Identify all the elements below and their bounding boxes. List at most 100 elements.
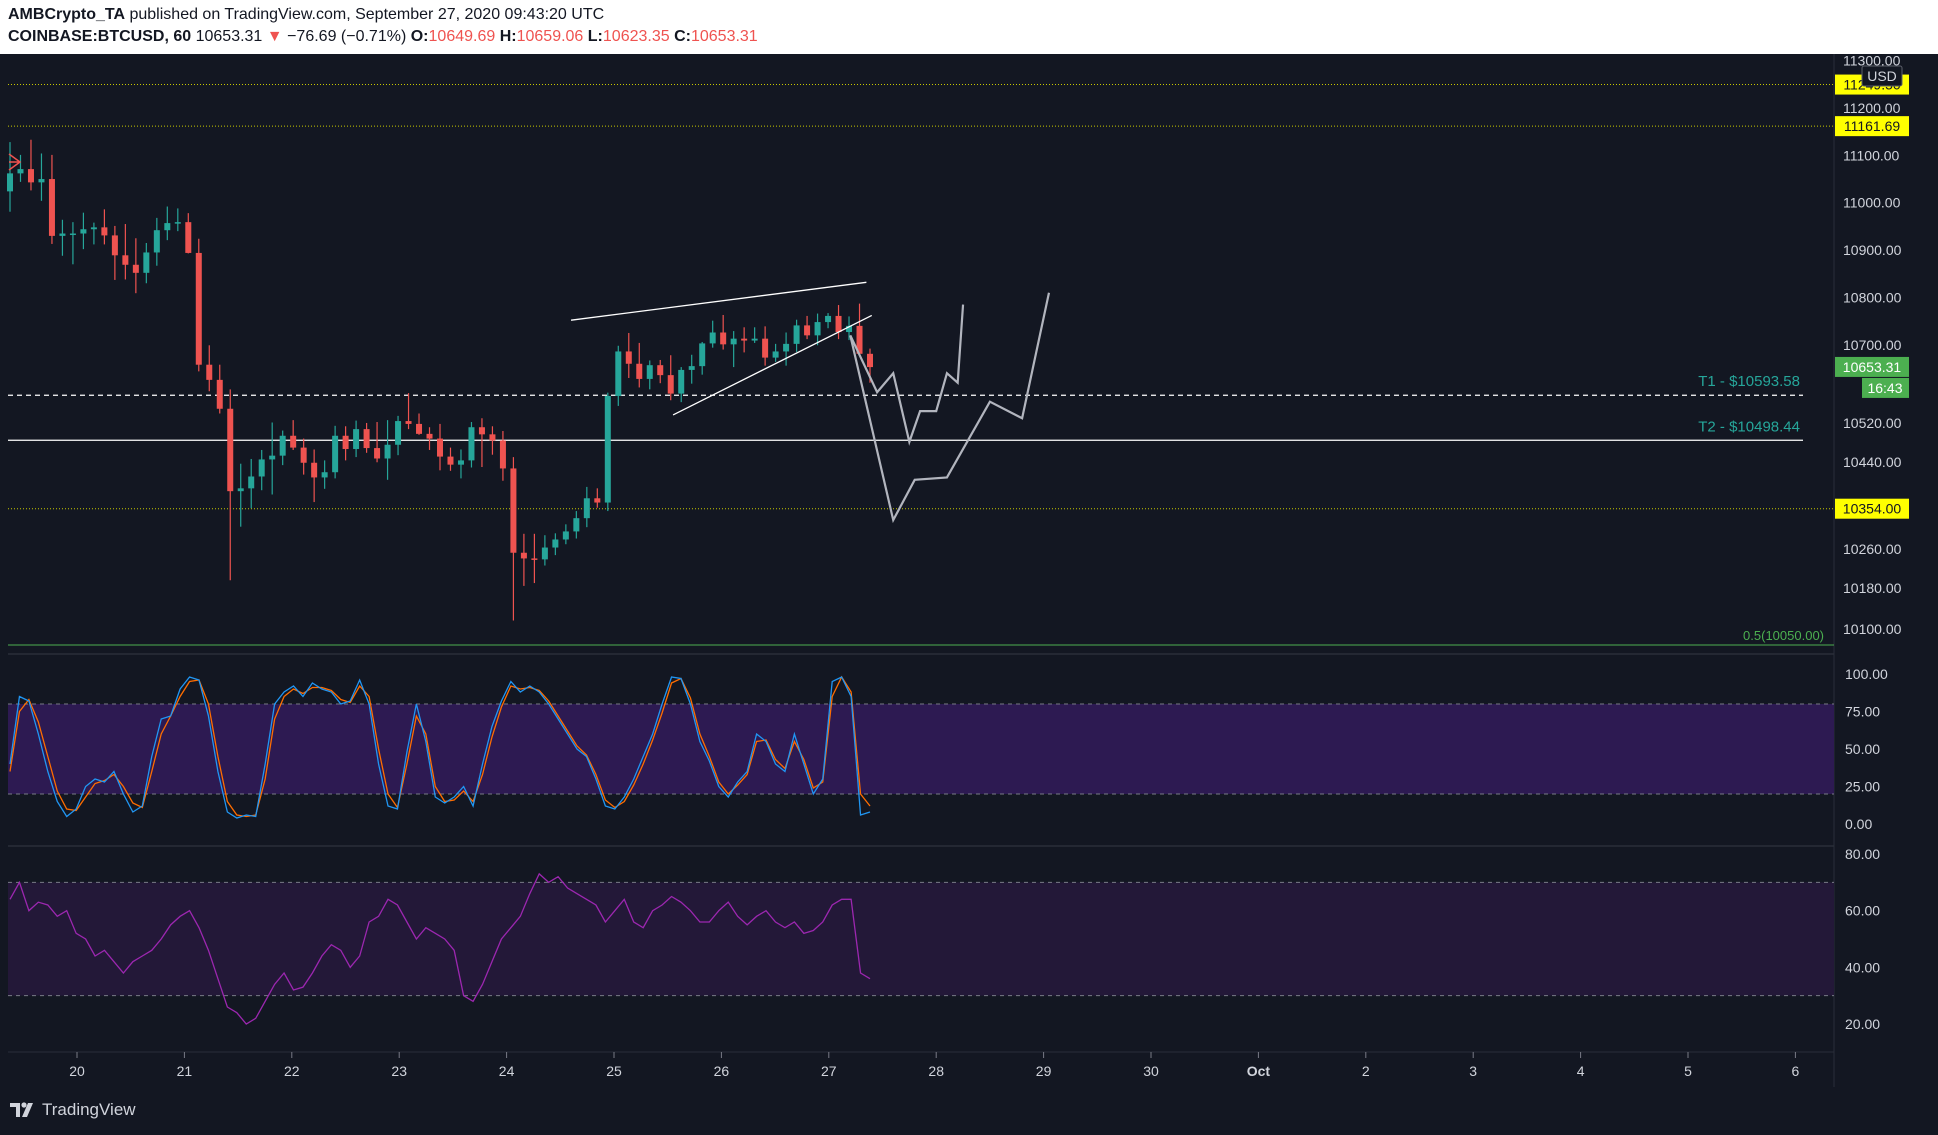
candle-body bbox=[195, 252, 202, 365]
candle-body bbox=[510, 468, 517, 553]
stoch-k-line bbox=[9, 676, 871, 819]
candle-body bbox=[814, 322, 821, 336]
time-tick-label: 22 bbox=[284, 1063, 300, 1079]
candle-body bbox=[206, 364, 213, 380]
candle-body bbox=[437, 438, 443, 457]
candle-body bbox=[416, 423, 423, 434]
price-tick: 10520.00 bbox=[1843, 415, 1902, 431]
candle-body bbox=[772, 351, 779, 358]
candle-body bbox=[7, 173, 13, 192]
wedge-trendline bbox=[672, 314, 873, 416]
candle-body bbox=[48, 179, 55, 236]
candle-body bbox=[90, 227, 97, 230]
price-change: −76.69 (−0.71%) bbox=[287, 28, 407, 45]
stoch-rsi-pane bbox=[8, 675, 1834, 819]
time-tick-label: 25 bbox=[606, 1063, 622, 1079]
open-label: O: bbox=[410, 28, 429, 45]
candle-body bbox=[835, 315, 842, 333]
low-label: L: bbox=[587, 28, 603, 45]
candle-body bbox=[573, 518, 580, 532]
price-tick-partial: 11300.00 bbox=[1843, 54, 1901, 69]
candle-body bbox=[405, 421, 412, 424]
low-value: 10623.35 bbox=[602, 28, 670, 45]
time-tick-label: 6 bbox=[1792, 1063, 1800, 1079]
price-axis[interactable]: 11300.00 11200.00 11100.00 11000.00 10900.00… bbox=[1835, 54, 1909, 1032]
candle-body bbox=[688, 366, 695, 370]
candle-body bbox=[447, 456, 454, 465]
pane-separators bbox=[8, 54, 1835, 1087]
candle-body bbox=[520, 552, 527, 559]
stoch-tick: 100.00 bbox=[1845, 666, 1888, 682]
stoch-tick: 25.00 bbox=[1845, 779, 1880, 795]
price-badge bbox=[1835, 116, 1909, 137]
candle-body bbox=[153, 230, 160, 253]
symbol-label[interactable]: COINBASE:BTCUSD, 60 bbox=[8, 28, 192, 45]
price-tick: 10100.00 bbox=[1843, 621, 1902, 637]
candle-body bbox=[17, 169, 24, 174]
candle-body bbox=[636, 363, 643, 379]
candle-body bbox=[657, 365, 664, 376]
chart-area[interactable]: T1 - $10593.58 T2 - $10498.44 0.5(10050.00… bbox=[0, 54, 1938, 1087]
price-tick: 10180.00 bbox=[1843, 580, 1902, 596]
stoch-tick: 75.00 bbox=[1845, 704, 1880, 720]
price-tick: 10440.00 bbox=[1843, 454, 1902, 470]
candle-body bbox=[248, 476, 255, 489]
stoch-band bbox=[8, 704, 1834, 794]
candle-body bbox=[426, 433, 433, 439]
publish-line: AMBCrypto_TA published on TradingView.co… bbox=[8, 6, 604, 24]
time-tick-label: 29 bbox=[1036, 1063, 1052, 1079]
time-axis[interactable]: 20 21 22 23 24 25 26 27 28 29 30 Oct 2 3 4 5 6 bbox=[69, 1052, 1800, 1079]
candle-body bbox=[237, 488, 244, 492]
target-label-t2: T2 - $10498.44 bbox=[1698, 418, 1800, 435]
countdown-badge bbox=[1862, 377, 1909, 398]
candle-body bbox=[667, 375, 674, 394]
author-name[interactable]: AMBCrypto_TA bbox=[8, 6, 126, 23]
candle-body bbox=[311, 462, 318, 478]
candle-body bbox=[27, 169, 34, 183]
close-value: 10653.31 bbox=[690, 28, 758, 45]
last-price: 10653.31 bbox=[195, 28, 263, 45]
candle-body bbox=[720, 332, 727, 345]
time-tick-label: 2 bbox=[1362, 1063, 1370, 1079]
rsi-tick: 40.00 bbox=[1845, 959, 1880, 975]
current-price-badge bbox=[1835, 356, 1909, 377]
candle-body bbox=[174, 222, 181, 224]
tradingview-logo-icon[interactable] bbox=[8, 1099, 36, 1121]
high-value: 10659.06 bbox=[516, 28, 584, 45]
candle-body bbox=[395, 421, 402, 445]
candle-body bbox=[846, 325, 853, 333]
candle-body bbox=[69, 233, 76, 236]
candle-body bbox=[332, 435, 339, 473]
candle-body bbox=[38, 179, 45, 183]
candle-body bbox=[541, 547, 548, 560]
candle-body bbox=[552, 539, 559, 548]
chart-header: AMBCrypto_TA published on TradingView.co… bbox=[0, 0, 1938, 54]
time-tick-label: 30 bbox=[1143, 1063, 1159, 1079]
candle-body bbox=[342, 435, 349, 450]
candle-body bbox=[499, 440, 506, 469]
arrow-marker-icon bbox=[8, 153, 22, 171]
candle-body bbox=[227, 408, 234, 492]
candle-body bbox=[290, 435, 297, 448]
rsi-band bbox=[8, 882, 1834, 996]
candle-body bbox=[279, 435, 286, 456]
candle-body bbox=[164, 223, 171, 231]
target-label-t1: T1 - $10593.58 bbox=[1698, 373, 1800, 390]
price-levels: T1 - $10593.58 T2 - $10498.44 0.5(10050.00… bbox=[8, 84, 1834, 646]
candle-body bbox=[363, 429, 370, 449]
time-tick-label: 27 bbox=[821, 1063, 837, 1079]
price-tick: 10260.00 bbox=[1843, 541, 1902, 557]
price-tick: 10800.00 bbox=[1843, 289, 1902, 305]
footer-bar: TradingView bbox=[0, 1087, 1938, 1135]
wedge-trendline bbox=[570, 281, 867, 321]
candle-body bbox=[258, 459, 265, 477]
tradingview-brand[interactable]: TradingView bbox=[42, 1100, 136, 1119]
rsi-tick: 20.00 bbox=[1845, 1016, 1880, 1032]
candle-body bbox=[583, 498, 590, 519]
candle-body bbox=[111, 235, 118, 256]
candle-body bbox=[468, 427, 475, 461]
candlestick-series bbox=[7, 139, 873, 621]
candle-body bbox=[741, 338, 748, 341]
price-tick: 11000.00 bbox=[1843, 195, 1901, 211]
candle-body bbox=[709, 332, 716, 344]
